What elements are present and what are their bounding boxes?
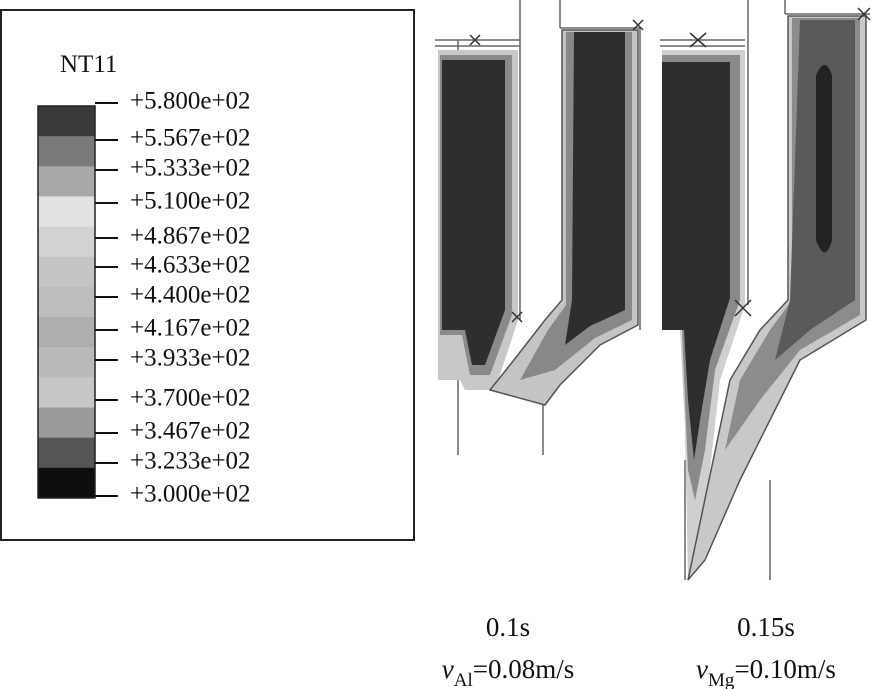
legend-label: +4.167e+02 — [130, 315, 251, 342]
legend-swatch — [38, 196, 95, 228]
velocity-value: =0.08m/s — [473, 654, 575, 684]
legend-swatch — [38, 407, 95, 439]
legend-title: NT11 — [60, 51, 117, 78]
legend: +5.800e+02 +5.567e+02 +5.333e+02 +5.100e+02… — [37, 88, 251, 508]
legend-swatch — [38, 136, 95, 167]
velocity-label: vAl=0.08m/s — [442, 654, 574, 689]
legend-swatch — [38, 437, 95, 469]
legend-label: +4.867e+02 — [130, 223, 251, 250]
legend-label: +5.100e+02 — [130, 188, 251, 215]
legend-frame — [37, 105, 96, 499]
velocity-symbol: v — [696, 654, 708, 684]
velocity-subscript: Al — [454, 670, 473, 689]
legend-swatch — [38, 377, 95, 409]
velocity-subscript: Mg — [708, 670, 735, 689]
legend-label: +3.933e+02 — [130, 345, 251, 372]
node-markers — [469, 7, 871, 323]
velocity-symbol: v — [442, 654, 454, 684]
legend-label: +5.567e+02 — [130, 125, 251, 152]
time-label: 0.15s — [737, 612, 795, 642]
velocity-label: vMg=0.10m/s — [696, 654, 836, 689]
contour-plot — [660, 0, 870, 581]
legend-swatch — [38, 106, 95, 137]
legend-label: +5.800e+02 — [130, 88, 251, 115]
velocity-value: =0.10m/s — [734, 654, 836, 684]
legend-swatch — [38, 226, 95, 258]
legend-label: +3.233e+02 — [130, 448, 251, 475]
legend-swatch — [38, 286, 95, 318]
legend-swatch — [38, 347, 95, 378]
legend-swatch — [38, 256, 95, 288]
legend-label: +5.333e+02 — [130, 155, 251, 182]
legend-label: +3.700e+02 — [130, 385, 251, 412]
time-label: 0.1s — [486, 612, 530, 642]
contour-plot — [435, 0, 641, 455]
legend-label: +3.000e+02 — [130, 481, 251, 508]
legend-label: +4.633e+02 — [130, 252, 251, 279]
legend-swatch — [38, 467, 95, 499]
legend-label: +4.400e+02 — [130, 282, 251, 309]
legend-label: +3.467e+02 — [130, 418, 251, 445]
legend-swatch — [38, 166, 95, 197]
legend-swatch — [38, 317, 95, 348]
